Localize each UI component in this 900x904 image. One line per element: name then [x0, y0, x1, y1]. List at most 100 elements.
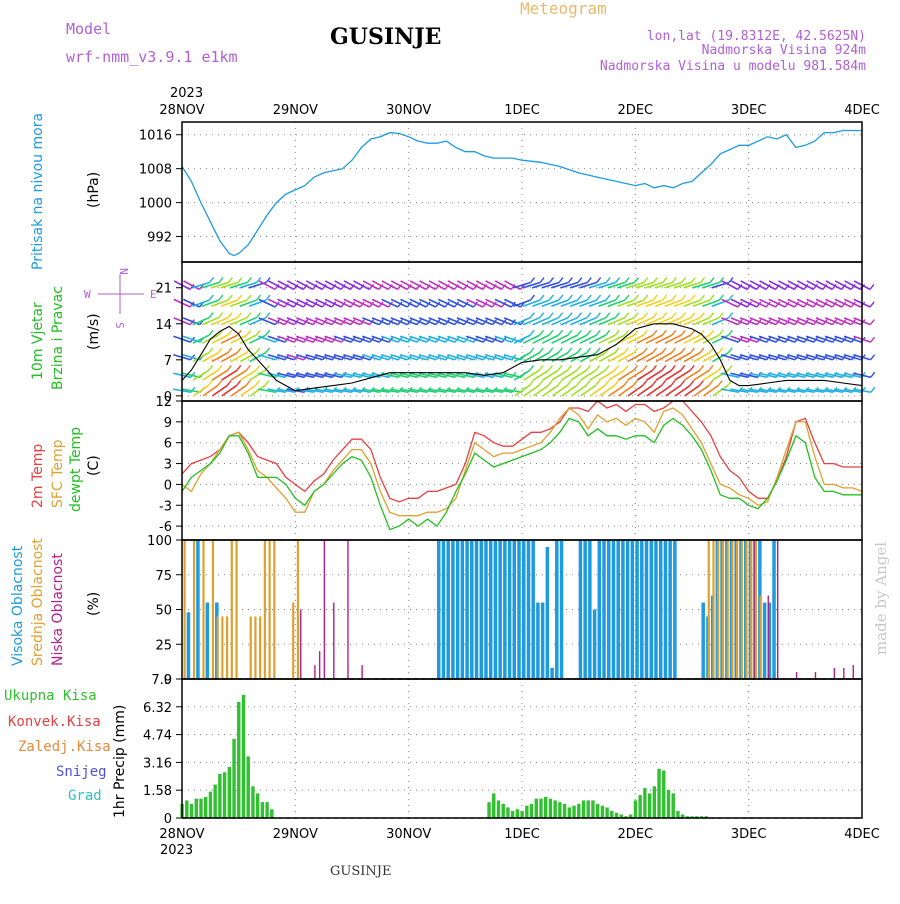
wind-barb-flag: [822, 283, 828, 290]
wind-barb-flag: [218, 277, 224, 283]
wind-barb: [257, 388, 277, 394]
wind-barb: [617, 334, 635, 344]
wind-barb-flag: [642, 380, 648, 386]
wind-speed-line: [181, 323, 863, 392]
wind-ylabel-2: Brzina i Pravac: [50, 286, 66, 390]
wind-barb: [240, 384, 256, 397]
cloud-mid-bar: [254, 616, 257, 679]
precip-bar: [529, 803, 534, 818]
temp-ylabel-2m: 2m Temp: [30, 444, 46, 508]
wind-barb: [608, 369, 625, 381]
wind-barb-flag: [246, 277, 252, 283]
precip-bar: [520, 810, 524, 818]
wind-barb: [711, 334, 729, 344]
wind-barb-flag: [539, 294, 545, 301]
xtick-top-label: 1DEC: [504, 103, 540, 118]
cloud-high-bar: [654, 540, 658, 679]
wind-barb: [674, 369, 691, 381]
wind-barb-flag: [586, 329, 592, 336]
wind-barb-flag: [538, 380, 544, 386]
xtick-top-label: 29NOV: [273, 103, 318, 118]
precip-bar: [185, 800, 189, 818]
wind-barb-flag: [255, 329, 261, 336]
wind-barb: [324, 388, 343, 394]
wind-barb-flag: [425, 301, 431, 308]
wind-barb: [475, 298, 493, 308]
wind-barb-flag: [501, 283, 507, 290]
wind-barb-flag: [680, 329, 686, 336]
temp-ytick-label: 12: [155, 395, 172, 410]
wind-barb-flag: [585, 365, 591, 371]
wind-barb-flag: [671, 312, 677, 319]
precip-bar: [619, 814, 623, 818]
wind-barb: [589, 334, 606, 344]
wind-barb: [551, 334, 569, 344]
wind-barb: [239, 316, 257, 326]
pressure-ylabel: Pritisak na nivou mora: [30, 113, 46, 270]
wind-barb: [522, 299, 541, 308]
cloud-low-bar: [767, 595, 769, 679]
wind-barb-flag: [576, 380, 582, 386]
wind-barb-flag: [265, 277, 271, 283]
wind-barb: [636, 384, 653, 397]
wind-barb-flag: [869, 301, 875, 308]
wind-barb-flag: [236, 365, 242, 371]
wind-barb: [399, 335, 418, 343]
plot-panels: 992100010081016071421-6-3036912025507510…: [139, 103, 880, 842]
wind-barb: [428, 280, 446, 291]
cloud-mid-bar: [736, 540, 739, 679]
cloud-high-bar: [441, 540, 446, 679]
precip-bar: [638, 795, 642, 818]
wind-barb: [617, 299, 635, 308]
wind-barb-flag: [226, 380, 232, 386]
wind-barb-flag: [596, 294, 602, 301]
wind-barb: [786, 372, 805, 379]
wind-barb: [560, 316, 578, 326]
wind-barb: [815, 388, 834, 394]
dewpt-temp-line: [181, 417, 862, 531]
precip-bar: [204, 796, 208, 818]
wind-barb: [494, 388, 513, 394]
wind-barb: [475, 317, 493, 326]
cloud-high-bar: [498, 540, 502, 679]
wind-barb-flag: [727, 365, 733, 371]
precip-bar: [255, 793, 260, 818]
cloud-ylabel-mid: Srednja Oblacnost: [30, 538, 46, 666]
wind-barb: [834, 298, 852, 308]
wind-barb-flag: [378, 301, 384, 308]
cloud-high-bar: [701, 602, 705, 679]
wind-barb: [674, 334, 691, 344]
wind-barb: [183, 280, 200, 291]
cloud-ytick-label: 0: [164, 673, 172, 688]
cloud-high-bar: [772, 540, 776, 679]
wind-barb-flag: [387, 301, 394, 308]
wind-barb-flag: [567, 277, 573, 283]
precip-bar: [246, 756, 250, 818]
wind-barb: [730, 317, 748, 326]
wind-barb: [220, 299, 238, 308]
wind-barb-flag: [718, 312, 724, 319]
wind-barb: [258, 317, 276, 326]
cloud-high-bar: [625, 540, 630, 679]
precip-bar: [544, 796, 548, 818]
wind-barb: [428, 298, 446, 308]
cloud-panel: 0 25 50 75 100: [147, 534, 862, 688]
wind-barb: [655, 369, 672, 381]
cloud-low-bar: [347, 540, 349, 679]
wind-barb: [277, 280, 295, 291]
wind-barb-flag: [406, 283, 412, 290]
precip-bar: [515, 809, 520, 818]
cloud-low-bar: [777, 540, 779, 679]
wind-barb: [673, 316, 692, 326]
wind-barb: [655, 384, 672, 397]
wind-barb-flag: [444, 283, 450, 290]
wind-barb-flag: [236, 380, 242, 386]
wind-barb-flag: [482, 283, 488, 290]
precip-bar: [633, 800, 638, 818]
wind-barb-flag: [681, 294, 687, 301]
wind-barb: [465, 388, 484, 394]
wind-barb: [504, 298, 522, 308]
wind-barb-flag: [557, 329, 563, 336]
wind-barb: [627, 384, 644, 397]
precip-bar: [657, 768, 661, 818]
